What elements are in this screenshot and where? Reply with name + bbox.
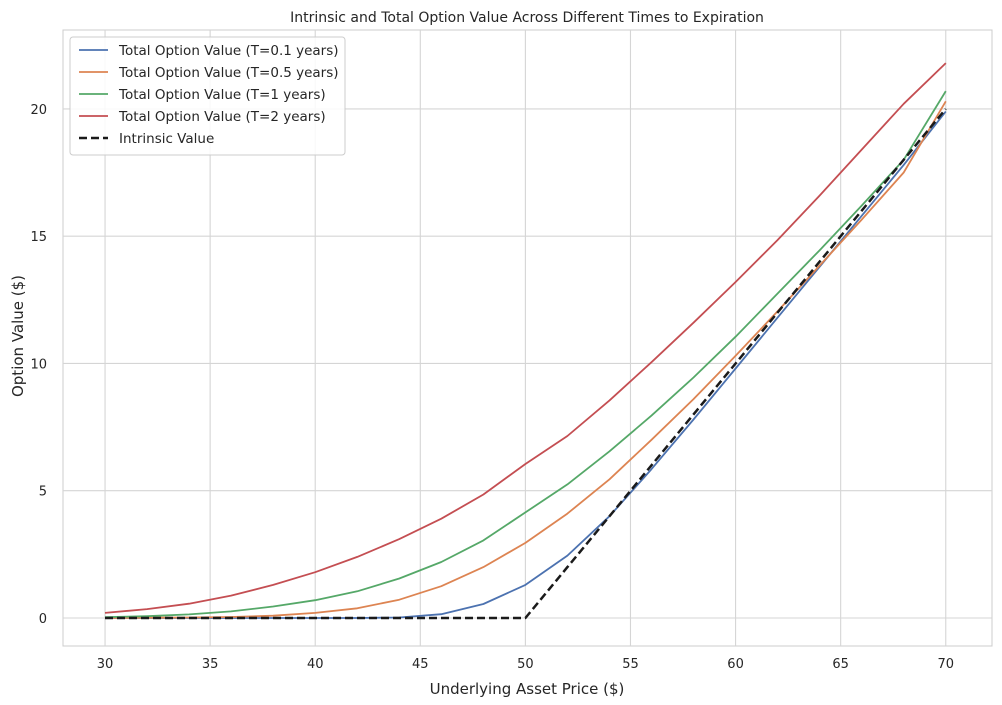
legend-entry: Intrinsic Value — [119, 131, 214, 147]
x-tick-label: 45 — [412, 657, 429, 672]
series-line-5 — [105, 108, 947, 620]
x-axis-label: Underlying Asset Price ($) — [430, 680, 625, 698]
legend-box — [69, 36, 346, 156]
series-line-3 — [104, 90, 947, 619]
y-axis-label: Option Value ($) — [9, 275, 27, 397]
y-tick-label: 5 — [39, 485, 47, 500]
series-line-4 — [104, 62, 947, 614]
y-tick-label: 10 — [30, 357, 47, 372]
x-tick-label: 65 — [832, 657, 849, 672]
x-tick-label: 55 — [622, 657, 639, 672]
x-tick-label: 40 — [307, 657, 324, 672]
series-line-2 — [104, 100, 947, 619]
chart-title: Intrinsic and Total Option Value Across … — [290, 10, 764, 26]
series-line-1 — [105, 110, 947, 619]
y-tick-label: 20 — [30, 103, 47, 118]
y-axis: 0 5 10 15 20 — [30, 103, 47, 627]
x-tick-label: 30 — [97, 657, 114, 672]
x-tick-label: 70 — [937, 657, 954, 672]
legend-entry: Total Option Value (T=1 years) — [118, 87, 326, 103]
x-axis: 30 35 40 45 50 55 60 65 70 — [97, 657, 954, 672]
series-layer — [104, 62, 947, 620]
x-tick-label: 35 — [202, 657, 219, 672]
x-tick-label: 60 — [727, 657, 744, 672]
legend: Total Option Value (T=0.1 years) Total Op… — [69, 36, 346, 156]
y-tick-label: 15 — [30, 230, 47, 245]
legend-entry: Total Option Value (T=2 years) — [118, 109, 326, 125]
legend-entry: Total Option Value (T=0.5 years) — [118, 65, 339, 81]
y-tick-label: 0 — [39, 612, 47, 627]
legend-entry: Total Option Value (T=0.1 years) — [118, 43, 339, 59]
x-tick-label: 50 — [517, 657, 534, 672]
